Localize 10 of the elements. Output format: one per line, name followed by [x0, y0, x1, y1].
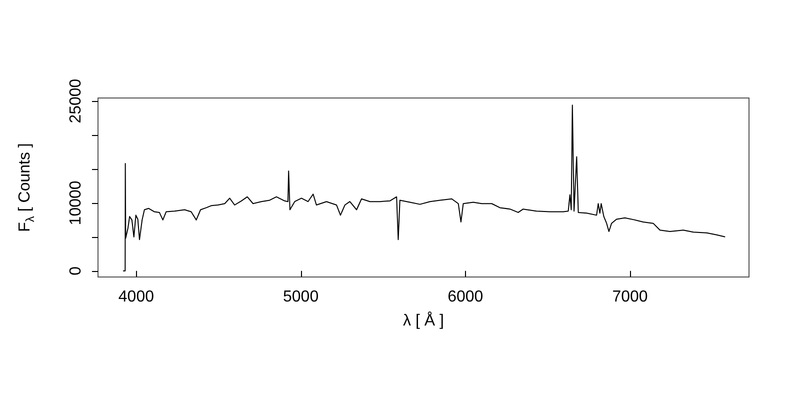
line-series	[122, 104, 726, 272]
x-tick-label: 5000	[282, 288, 319, 306]
x-axis-title: λ [ Å ]	[403, 312, 444, 330]
x-tick-label: 6000	[448, 288, 484, 306]
y-axis-title: Fλ [ Counts ]	[16, 143, 37, 232]
x-tick-label: 7000	[612, 288, 648, 306]
x-tick-label: 4000	[118, 288, 154, 306]
y-tick-label: 25000	[68, 78, 84, 124]
y-tick-label: 10000	[68, 180, 84, 226]
y-tick-label: 0	[68, 266, 84, 276]
